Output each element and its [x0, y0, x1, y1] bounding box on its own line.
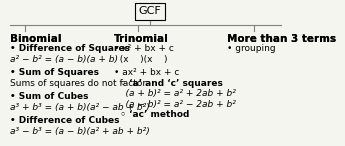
Text: a³ + b³ = (a + b)(a² − ab + b²): a³ + b³ = (a + b)(a² − ab + b²) — [10, 103, 150, 112]
Text: a³ − b³ = (a − b)(a² + ab + b²): a³ − b³ = (a − b)(a² + ab + b²) — [10, 127, 150, 136]
Text: • grouping: • grouping — [227, 44, 276, 53]
Text: (x    )(x    ): (x )(x ) — [114, 55, 168, 64]
Text: (a + b)² = a² + 2ab + b²: (a + b)² = a² + 2ab + b² — [114, 89, 236, 98]
Text: a² − b² = (a − b)(a + b): a² − b² = (a − b)(a + b) — [10, 55, 118, 64]
Text: ◦ ‘ac’ method: ◦ ‘ac’ method — [114, 110, 190, 119]
Text: More than 3 terms: More than 3 terms — [227, 34, 336, 44]
Text: • Difference of Squares: • Difference of Squares — [10, 44, 130, 53]
Text: • Sum of Squares: • Sum of Squares — [10, 68, 99, 77]
Text: Binomial: Binomial — [10, 34, 62, 44]
Text: • Sum of Cubes: • Sum of Cubes — [10, 92, 89, 101]
Text: • Difference of Cubes: • Difference of Cubes — [10, 117, 120, 126]
Text: Binomial: Binomial — [10, 34, 62, 44]
Text: GCF: GCF — [139, 6, 161, 16]
Text: ◦ ‘a’ and ‘c’ squares: ◦ ‘a’ and ‘c’ squares — [114, 79, 223, 88]
Text: Sums of squares do not factor.: Sums of squares do not factor. — [10, 79, 148, 88]
Text: • ax² + bx + c: • ax² + bx + c — [114, 68, 180, 77]
Text: (a − b)² = a² − 2ab + b²: (a − b)² = a² − 2ab + b² — [114, 100, 236, 109]
Text: More than 3 terms: More than 3 terms — [227, 34, 336, 44]
Text: • x² + bx + c: • x² + bx + c — [114, 44, 174, 53]
Text: Trinomial: Trinomial — [114, 34, 169, 44]
Text: Trinomial: Trinomial — [114, 34, 169, 44]
